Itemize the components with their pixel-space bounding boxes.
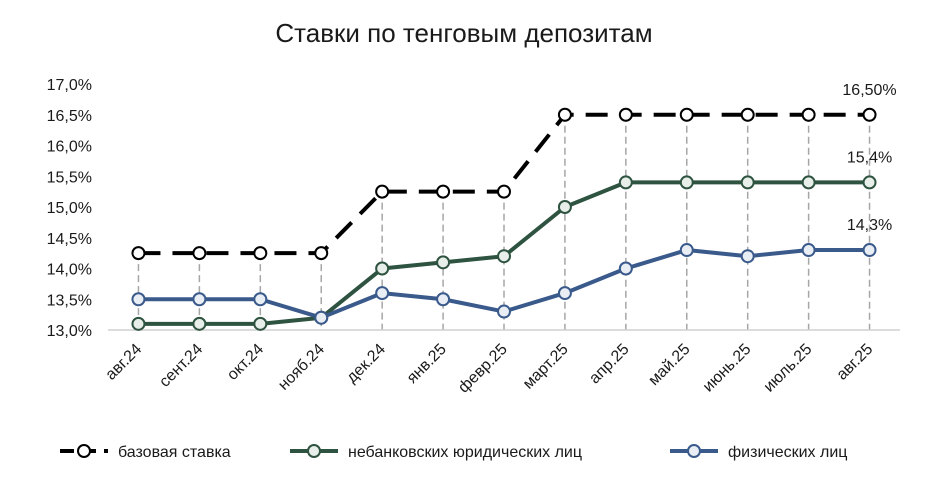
x-tick-label: июль.25 <box>761 341 816 396</box>
x-tick-label: дек.24 <box>343 341 389 387</box>
data-point <box>679 175 694 190</box>
data-point <box>131 316 146 331</box>
y-tick-label: 16,5% <box>47 108 92 125</box>
data-point <box>436 255 451 270</box>
data-point <box>618 107 633 122</box>
data-point <box>679 107 694 122</box>
legend-label: небанковских юридических лиц <box>348 444 582 461</box>
x-tick-label: сент.24 <box>156 341 206 391</box>
data-point <box>253 246 268 261</box>
data-point <box>557 107 572 122</box>
data-point <box>192 316 207 331</box>
y-tick-label: 13,0% <box>47 323 92 340</box>
y-tick-label: 13,5% <box>47 292 92 309</box>
legend-marker <box>77 444 91 458</box>
x-tick-labels: авг.24 сент.24 окт.24 нояб.24 дек.24 янв.25 фе… <box>102 341 876 397</box>
chart-title: Ставки по тенговым депозитам <box>275 18 652 48</box>
data-point <box>862 243 877 258</box>
data-point <box>740 175 755 190</box>
data-point <box>618 175 633 190</box>
y-tick-label: 15,5% <box>47 169 92 186</box>
legend-label: физических лиц <box>728 444 847 461</box>
data-point <box>253 292 268 307</box>
y-tick-label: 17,0% <box>47 77 92 94</box>
data-point <box>131 246 146 261</box>
legend-label: базовая ставка <box>118 444 231 461</box>
data-point <box>557 286 572 301</box>
data-point <box>618 261 633 276</box>
y-tick-label: 14,0% <box>47 262 92 279</box>
x-tick-label: янв.25 <box>404 341 450 387</box>
y-axis: 13,0% 13,5% 14,0% 14,5% 15,0% 15,5% 16,0% 16,5%… <box>47 77 92 340</box>
data-point <box>801 175 816 190</box>
data-point <box>862 175 877 190</box>
data-point <box>192 246 207 261</box>
data-point <box>497 304 511 319</box>
data-point <box>192 292 207 307</box>
data-label: 14,3% <box>847 217 892 234</box>
x-tick-label: авг.25 <box>834 341 877 384</box>
x-tick-label: май.25 <box>645 341 693 389</box>
data-point <box>314 310 329 325</box>
legend-marker <box>687 444 701 458</box>
x-tick-label: нояб.24 <box>275 341 328 394</box>
legend-marker <box>307 444 321 458</box>
legend: базовая ставка небанковских юридических л… <box>60 444 847 461</box>
series-group <box>131 107 877 331</box>
data-point <box>557 200 572 214</box>
data-point <box>679 243 694 258</box>
x-tick-label: окт.24 <box>224 341 267 384</box>
data-point <box>497 184 511 199</box>
x-tick-label: авг.24 <box>102 341 145 384</box>
data-point <box>801 243 816 258</box>
data-point <box>436 184 451 199</box>
data-point <box>862 107 877 122</box>
data-point <box>253 316 268 331</box>
x-tick-label: март.25 <box>520 341 572 393</box>
data-point <box>497 249 511 264</box>
x-tick-label: февр.25 <box>455 341 511 397</box>
x-tick-label: апр.25 <box>586 341 633 388</box>
data-point <box>314 246 329 261</box>
data-point <box>436 292 451 307</box>
data-point <box>375 286 390 301</box>
x-tick-label: июнь.25 <box>700 341 755 396</box>
data-labels: 16,50% 15,4% 14,3% <box>842 82 896 234</box>
y-tick-label: 15,0% <box>47 200 92 217</box>
y-tick-label: 14,5% <box>47 231 92 248</box>
data-point <box>375 184 390 199</box>
data-point <box>740 107 755 122</box>
y-tick-label: 16,0% <box>47 139 92 156</box>
data-point <box>740 249 755 264</box>
data-label: 15,4% <box>847 149 892 166</box>
data-point <box>801 107 816 122</box>
data-point <box>131 292 146 307</box>
data-point <box>375 261 390 276</box>
data-label: 16,50% <box>842 82 896 99</box>
